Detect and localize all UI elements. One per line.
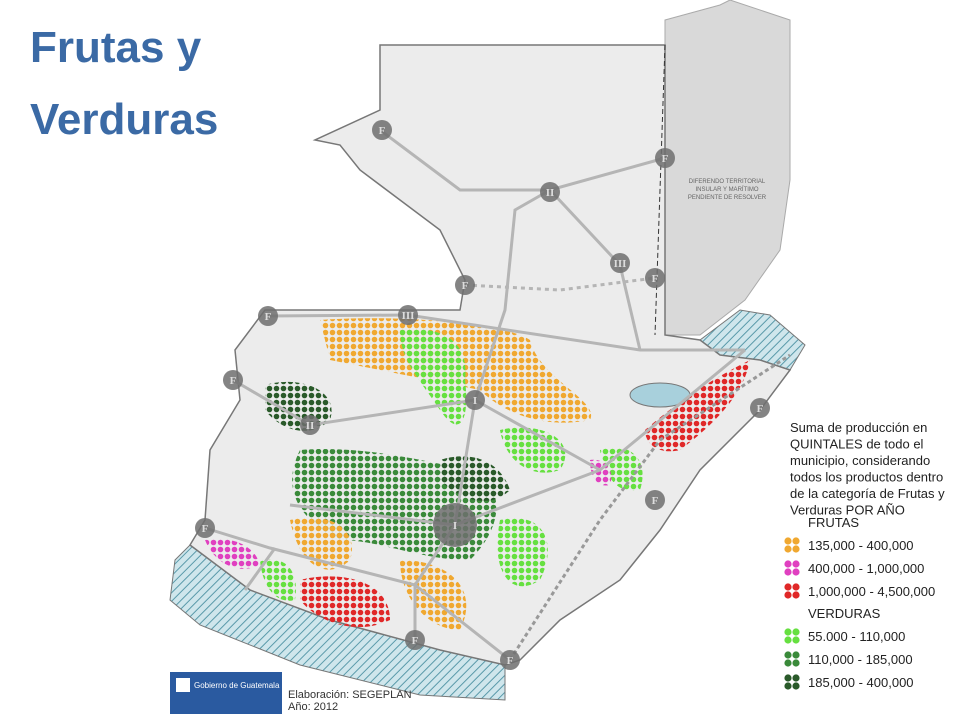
legend-swatch <box>792 659 800 667</box>
node-marker <box>372 120 392 140</box>
legend-swatch <box>784 545 792 553</box>
node-label: F <box>652 273 659 285</box>
belize <box>664 0 791 336</box>
legend-swatch <box>784 568 792 576</box>
production-zone <box>400 329 467 425</box>
production-zone <box>645 360 750 452</box>
legend-swatch <box>792 674 800 682</box>
production-zone <box>600 447 643 491</box>
territorial-note: INSULAR Y MARÍTIMO <box>695 186 758 193</box>
node-label: III <box>402 310 415 322</box>
legend-swatch <box>784 636 792 644</box>
legend-description: QUINTALES de todo el <box>790 437 924 452</box>
node-marker <box>610 253 630 273</box>
legend-swatch <box>784 674 792 682</box>
legend-label: 135,000 - 400,000 <box>808 538 914 553</box>
agency: Gobierno de Guatemala <box>194 681 280 690</box>
node-marker <box>645 268 665 288</box>
legend-label: 55.000 - 110,000 <box>808 629 905 644</box>
legend-swatch <box>784 537 792 545</box>
production-zone <box>260 559 296 601</box>
title: Verduras <box>30 95 218 144</box>
legend-label: 185,000 - 400,000 <box>808 675 914 690</box>
node-label: F <box>202 523 209 535</box>
production-zone <box>497 518 548 587</box>
legend-description: Verduras POR AÑO <box>790 503 905 518</box>
legend-swatch <box>792 560 800 568</box>
node-marker <box>465 390 485 410</box>
legend-swatch <box>792 568 800 576</box>
node-marker <box>500 650 520 670</box>
node-label: F <box>265 311 272 323</box>
node-marker <box>223 370 243 390</box>
legend-swatch <box>792 583 800 591</box>
legend-label: 1,000,000 - 4,500,000 <box>808 584 935 599</box>
legend-swatch <box>792 651 800 659</box>
node-marker <box>750 398 770 418</box>
legend-swatch <box>784 659 792 667</box>
legend-description: de la categoría de Frutas y <box>790 486 945 501</box>
legend-swatch <box>784 591 792 599</box>
legend-swatch <box>784 560 792 568</box>
node-label: F <box>379 125 386 137</box>
legend-swatch <box>792 628 800 636</box>
legend-swatch <box>792 545 800 553</box>
title: Frutas y <box>30 23 202 72</box>
node-marker <box>645 490 665 510</box>
node-label: II <box>546 187 555 199</box>
node-marker <box>405 630 425 650</box>
production-zone <box>300 576 390 628</box>
legend-swatch <box>792 682 800 690</box>
legend-group: FRUTAS <box>808 515 859 530</box>
node-marker <box>540 182 560 202</box>
node-label: I <box>453 520 457 532</box>
node-label: I <box>473 395 477 407</box>
node-label: II <box>306 420 315 432</box>
logo-emblem <box>176 678 190 692</box>
node-label: III <box>614 258 627 270</box>
legend-swatch <box>784 651 792 659</box>
production-zone <box>205 538 260 569</box>
legend-description: municipio, considerando <box>790 453 930 468</box>
node-label: F <box>652 495 659 507</box>
node-label: F <box>757 403 764 415</box>
legend-swatch <box>784 628 792 636</box>
node-marker <box>258 306 278 326</box>
legend-swatch <box>792 636 800 644</box>
legend-label: 400,000 - 1,000,000 <box>808 561 924 576</box>
legend-swatch <box>784 682 792 690</box>
node-marker <box>398 305 418 325</box>
node-marker <box>655 148 675 168</box>
node-label: F <box>462 280 469 292</box>
production-zone <box>500 427 566 473</box>
production-zone <box>440 456 510 501</box>
node-label: F <box>662 153 669 165</box>
legend-swatch <box>792 591 800 599</box>
node-label: F <box>230 375 237 387</box>
legend-description: todos los productos dentro <box>790 470 943 485</box>
legend-swatch <box>784 583 792 591</box>
node-marker <box>455 275 475 295</box>
legend-description: Suma de producción en <box>790 420 927 435</box>
node-marker <box>300 415 320 435</box>
legend-group: VERDURAS <box>808 606 881 621</box>
node-marker <box>433 503 477 547</box>
legend-swatch <box>792 537 800 545</box>
node-marker <box>195 518 215 538</box>
legend-label: 110,000 - 185,000 <box>808 652 913 667</box>
node-label: F <box>507 655 514 667</box>
elaboration: Elaboración: SEGEPLAN <box>288 689 412 701</box>
node-label: F <box>412 635 419 647</box>
territorial-note: PENDIENTE DE RESOLVER <box>688 195 767 201</box>
year: Año: 2012 <box>288 701 338 713</box>
territorial-note: DIFERENDO TERRITORIAL <box>689 179 766 185</box>
